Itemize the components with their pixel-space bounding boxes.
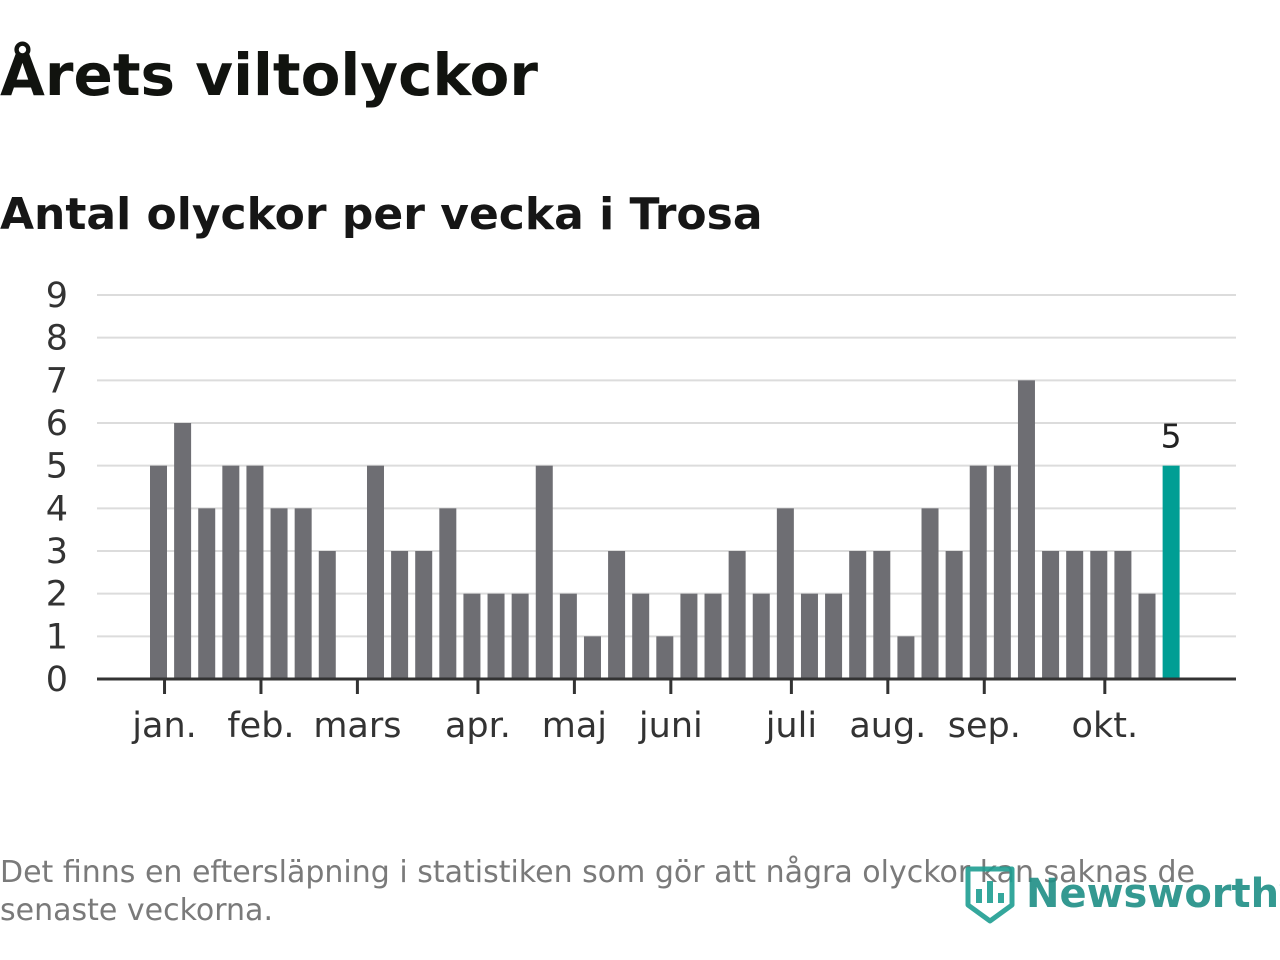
x-tick-label: juli [765, 706, 817, 746]
y-tick-label: 0 [46, 660, 68, 700]
bar [632, 593, 650, 679]
bar [993, 465, 1011, 679]
bar [1138, 593, 1156, 679]
bar [487, 593, 505, 679]
chart-title: Årets viltolyckor [0, 41, 538, 109]
bar [198, 508, 216, 679]
bar [583, 636, 601, 679]
y-tick-label: 3 [46, 532, 68, 572]
bar [704, 593, 722, 679]
y-tick-label: 7 [46, 361, 68, 401]
bar [873, 551, 891, 679]
newsworthy-logo-text: Newsworthy [1026, 871, 1280, 917]
bar [1042, 551, 1060, 679]
bar [849, 551, 867, 679]
bar [728, 551, 746, 679]
x-tick-label: sep. [948, 706, 1021, 746]
bar [366, 465, 384, 679]
x-tick-label: juni [638, 706, 703, 746]
x-tick-label: okt. [1072, 706, 1139, 746]
bar [559, 593, 577, 679]
bar [921, 508, 939, 679]
bar [800, 593, 818, 679]
bar [776, 508, 794, 679]
bar [150, 465, 167, 679]
bar [318, 551, 336, 679]
x-tick-label: maj [542, 706, 607, 746]
bar [439, 508, 457, 679]
y-tick-label: 2 [46, 575, 68, 615]
latest-value-label: 5 [1161, 417, 1182, 456]
y-tick-label: 4 [46, 489, 68, 529]
bar [535, 465, 553, 679]
bar [391, 551, 409, 679]
gridlines [97, 294, 1236, 638]
y-tick-label: 9 [46, 276, 68, 316]
data-labels: 5 [1161, 417, 1182, 456]
bar [270, 508, 288, 679]
bars [150, 380, 1180, 679]
bar-latest-week [1162, 465, 1180, 679]
newsworthy-logo: Newsworthy [964, 862, 1280, 926]
bar [174, 423, 192, 679]
bar [222, 465, 240, 679]
x-axis-ticks: jan. feb. mars apr. maj juni juli aug. sep. okt. [131, 679, 1138, 746]
footnote: Det finns en eftersläpning i statistiken… [0, 855, 1195, 928]
bar [463, 593, 481, 679]
y-tick-label: 6 [46, 404, 68, 444]
y-tick-label: 8 [46, 319, 68, 359]
bar [1017, 380, 1035, 679]
x-tick-label: jan. [131, 706, 196, 746]
y-tick-label: 1 [46, 617, 68, 657]
x-tick-label: mars [313, 706, 401, 746]
bar [1066, 551, 1084, 679]
bar [1114, 551, 1132, 679]
x-tick-label: apr. [445, 706, 511, 746]
bar [825, 593, 843, 679]
bar [415, 551, 433, 679]
bar [752, 593, 770, 679]
y-tick-label: 5 [46, 447, 68, 487]
bar [945, 551, 963, 679]
bar [680, 593, 698, 679]
bar [656, 636, 674, 679]
bar [608, 551, 626, 679]
bar [969, 465, 987, 679]
x-tick-label: aug. [849, 706, 926, 746]
bar [897, 636, 915, 679]
x-tick-label: feb. [227, 706, 294, 746]
chart-subtitle: Antal olyckor per vecka i Trosa [0, 189, 763, 240]
bar [294, 508, 312, 679]
bar [511, 593, 529, 679]
bar [1090, 551, 1108, 679]
bar [246, 465, 264, 679]
newsworthy-logo-icon [965, 866, 1015, 924]
